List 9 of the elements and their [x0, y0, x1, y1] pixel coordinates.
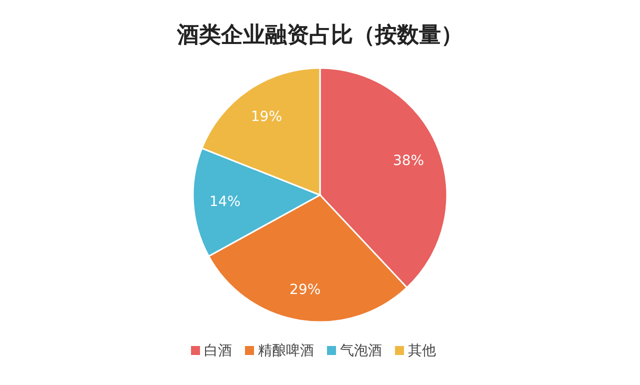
data-label: 19% — [250, 109, 282, 126]
legend-label: 其他 — [408, 343, 436, 359]
legend-label: 精酿啤酒 — [258, 343, 314, 359]
legend-label: 白酒 — [204, 343, 232, 359]
legend-label: 气泡酒 — [340, 343, 382, 359]
data-label: 14% — [209, 194, 240, 210]
data-label: 38% — [393, 152, 424, 169]
data-label: 29% — [290, 282, 321, 298]
chart-title: 酒类企业融资占比（按数量） — [176, 23, 463, 48]
